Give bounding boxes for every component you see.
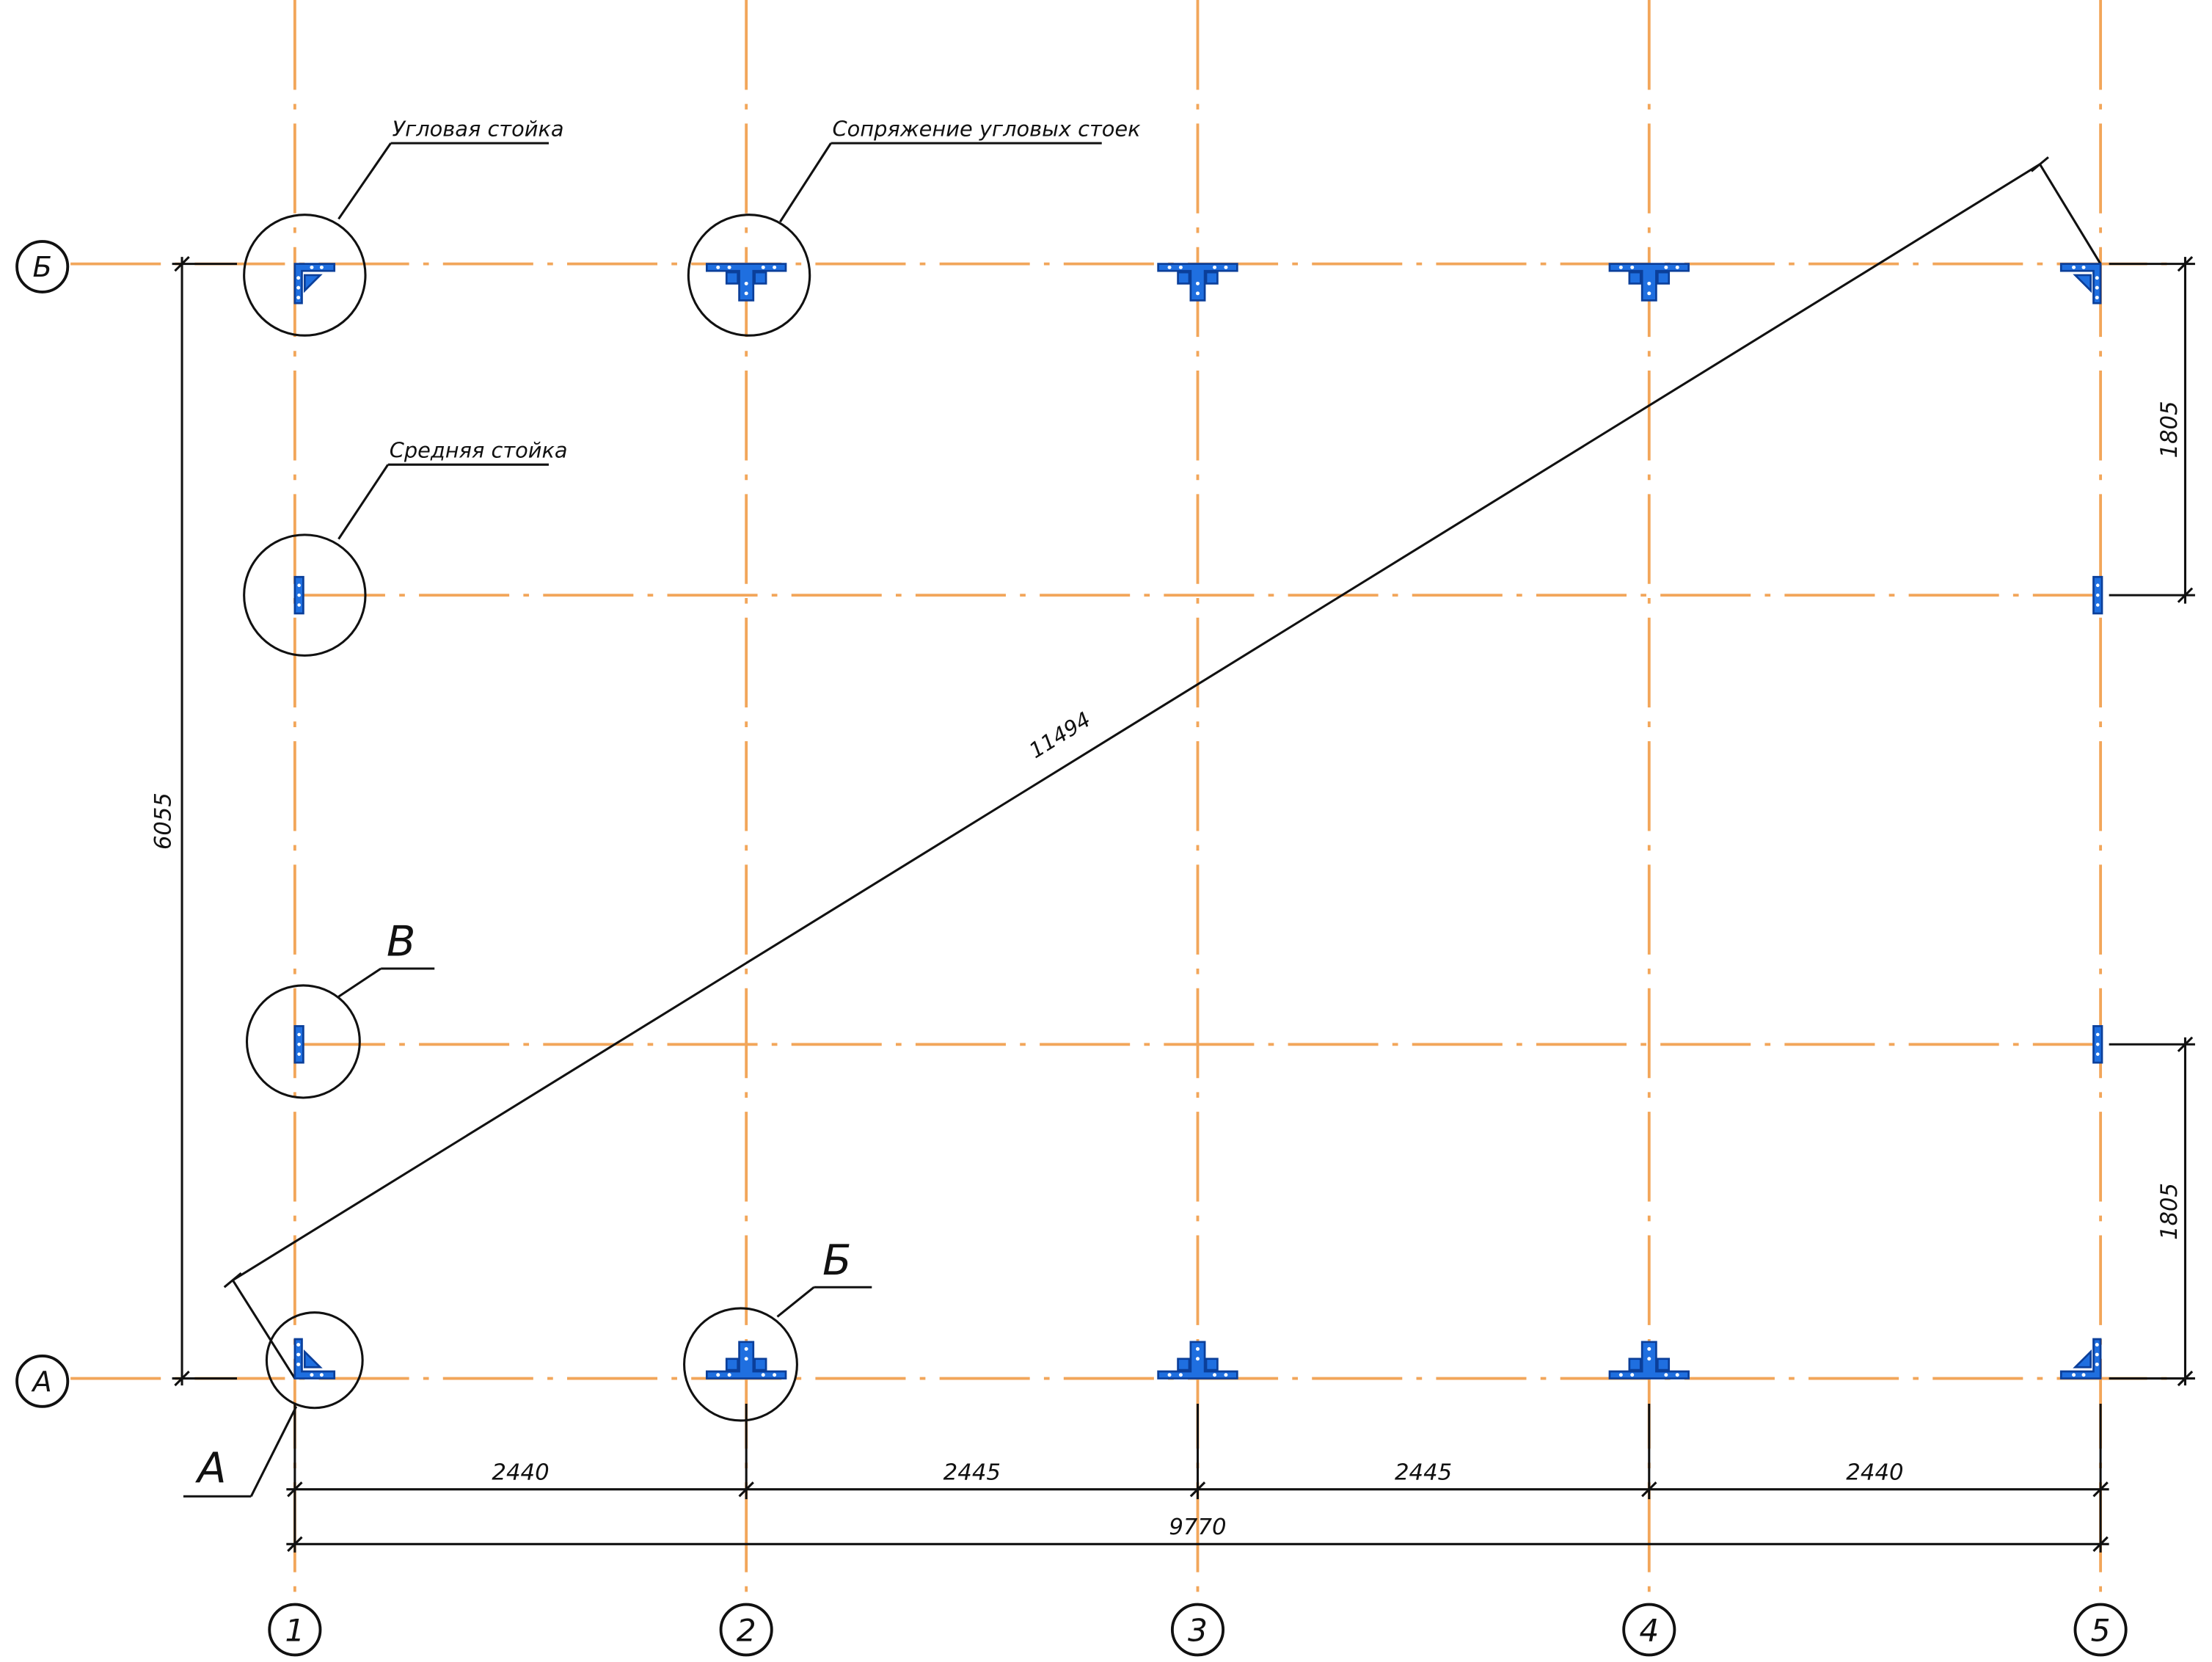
callout-node-v: В bbox=[387, 917, 416, 966]
corner-post-1a bbox=[293, 1338, 336, 1379]
width-dimension: 6055 bbox=[151, 255, 238, 1387]
joint-post-4a bbox=[1608, 1341, 1690, 1379]
corner-post-5a bbox=[2059, 1338, 2102, 1379]
column-label-2: 2 bbox=[737, 1612, 756, 1648]
callout-middle-post: Средняя стойка bbox=[390, 438, 568, 463]
column-label-4: 4 bbox=[1639, 1612, 1659, 1648]
joint-post-2b bbox=[705, 263, 787, 302]
grid-axes bbox=[70, 0, 2180, 1605]
diagonal-dimension: 11494 bbox=[223, 156, 2102, 1379]
joint-post-3a bbox=[1157, 1341, 1238, 1379]
right-top-value: 1805 bbox=[2157, 401, 2183, 458]
width-value: 6055 bbox=[151, 792, 177, 850]
callout-node-a: А bbox=[194, 1443, 226, 1492]
middle-post-5-bottom bbox=[2092, 1025, 2103, 1064]
row-label-b: Б bbox=[32, 251, 51, 284]
callout-corner-joint: Сопряжение угловых стоек bbox=[832, 117, 1141, 142]
grid-bubbles: Б А 1 2 3 4 5 bbox=[15, 240, 2128, 1657]
callout-node-b: Б bbox=[822, 1236, 852, 1285]
joint-post-4b bbox=[1608, 263, 1690, 302]
detail-circle-a bbox=[265, 1311, 364, 1410]
detail-circle-b bbox=[683, 1307, 798, 1422]
callouts: Угловая стойка Сопряжение угловых стоек … bbox=[183, 117, 1141, 1498]
span-2-value: 2445 bbox=[943, 1459, 1001, 1485]
span-4-value: 2440 bbox=[1846, 1459, 1903, 1485]
span-1-value: 2440 bbox=[492, 1459, 549, 1485]
middle-post-1-bottom bbox=[293, 1025, 304, 1064]
corner-post-5b bbox=[2059, 263, 2102, 305]
span-3-value: 2445 bbox=[1395, 1459, 1452, 1485]
column-label-5: 5 bbox=[2091, 1612, 2111, 1648]
detail-circle-middle bbox=[243, 533, 367, 657]
middle-post-1-top bbox=[293, 575, 304, 615]
detail-circle-v bbox=[245, 984, 361, 1099]
row-label-a: А bbox=[31, 1366, 52, 1399]
total-length-value: 9770 bbox=[1169, 1515, 1226, 1540]
column-label-1: 1 bbox=[285, 1612, 304, 1648]
joint-post-3b bbox=[1157, 263, 1238, 302]
middle-post-5-top bbox=[2092, 575, 2103, 615]
bottom-dimensions: 2440 2445 2445 2440 9770 bbox=[286, 1404, 2109, 1553]
detail-circle-corner bbox=[243, 214, 367, 337]
right-bottom-value: 1805 bbox=[2157, 1183, 2183, 1240]
corner-post-1b bbox=[293, 263, 336, 305]
detail-circle-joint bbox=[687, 214, 811, 337]
right-dimensions: 1805 1805 bbox=[2109, 255, 2195, 1387]
callout-corner-post: Угловая стойка bbox=[393, 117, 564, 142]
column-label-3: 3 bbox=[1188, 1612, 1208, 1648]
joint-post-2a bbox=[705, 1341, 787, 1379]
